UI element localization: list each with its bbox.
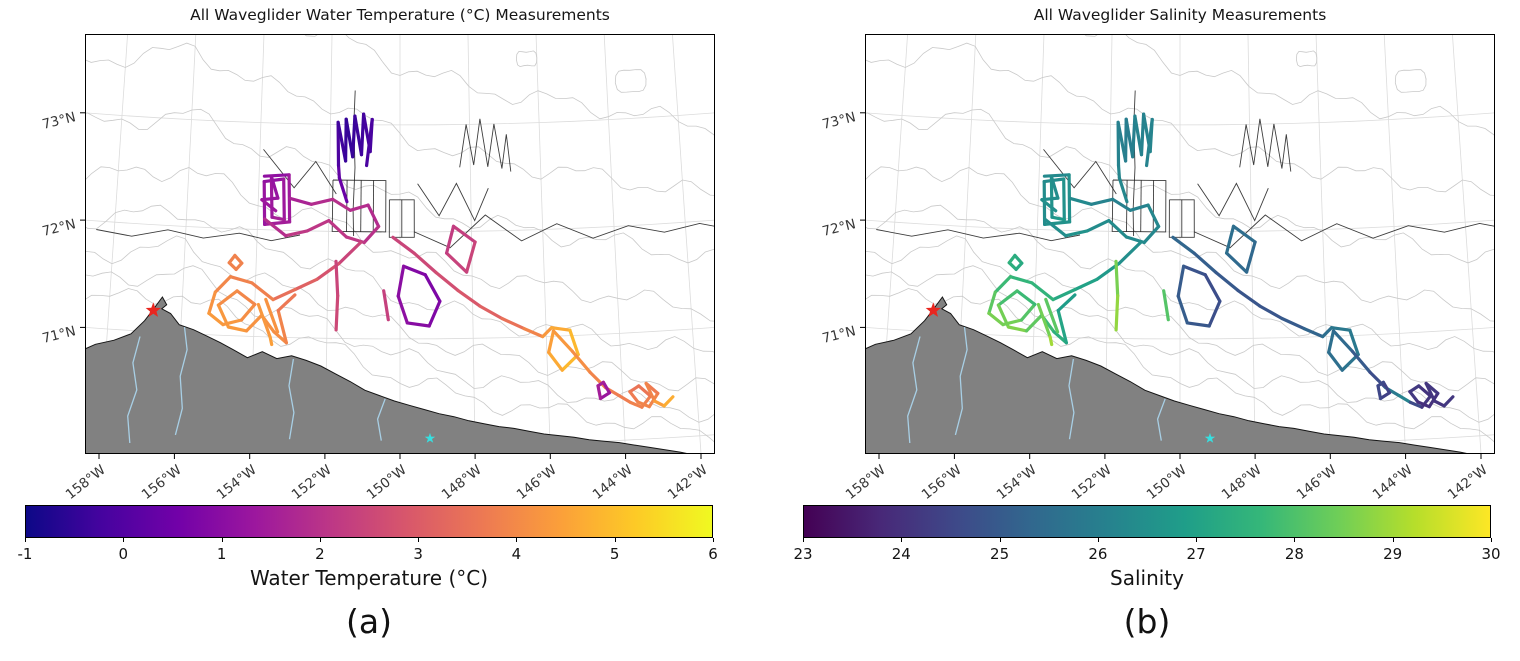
colorbar-tick	[418, 538, 420, 542]
lon-tick-label: 148°W	[438, 462, 485, 503]
salinity-colorbar	[803, 505, 1491, 538]
temperature-colorbar	[25, 505, 713, 538]
colorbar-tick-label: 26	[1088, 545, 1108, 563]
colorbar-tick	[901, 538, 903, 542]
colorbar-tick	[221, 538, 223, 542]
colorbar-tick	[999, 538, 1001, 542]
subfigure-label-b: (b)	[1123, 602, 1171, 641]
lon-tick-label: 152°W	[288, 462, 335, 503]
colorbar-tick-label: 28	[1284, 545, 1304, 563]
colorbar-tick-label: 23	[793, 545, 813, 563]
panel-b-title: All Waveglider Salinity Measurements	[1033, 6, 1327, 24]
colorbar-tick-label: 30	[1481, 545, 1501, 563]
lon-tick-label: 146°W	[1294, 462, 1341, 503]
subfigure-label-a: (a)	[346, 602, 392, 641]
colorbar-tick-label: 3	[413, 545, 423, 563]
panel-salinity-map: All Waveglider Salinity Measurements 73°…	[760, 0, 1520, 661]
river-mouth-marker	[424, 432, 436, 443]
graticule	[865, 34, 1495, 454]
colorbar-tick-label: -1	[17, 545, 33, 563]
lon-tick-label: 158°W	[842, 462, 889, 503]
lat-tick-label: 72°N	[40, 216, 78, 240]
lat-tick-label: 71°N	[40, 323, 78, 348]
temperature-map-canvas	[80, 34, 715, 459]
colorbar-tick-label: 6	[708, 545, 718, 563]
station-star-marker	[145, 302, 161, 317]
colorbar-tick-label: 24	[891, 545, 911, 563]
colorbar-tick-label: 5	[609, 545, 620, 563]
waveglider-tracks	[207, 112, 675, 409]
land-polygon	[85, 296, 692, 454]
colorbar-tick-label: 1	[216, 545, 227, 563]
colorbar-tick	[713, 538, 714, 542]
lon-tick-label: 156°W	[138, 462, 185, 503]
lon-tick-label: 156°W	[918, 462, 965, 503]
other-mission-tracks	[876, 90, 1495, 249]
colorbar-tick	[803, 538, 804, 542]
colorbar-tick	[319, 538, 321, 542]
other-mission-tracks	[96, 90, 715, 249]
lon-tick-label: 158°W	[62, 462, 109, 503]
lat-tick-label: 72°N	[820, 216, 858, 240]
station-star-marker	[925, 302, 941, 317]
lon-tick-label: 144°W	[1369, 462, 1416, 503]
rivers	[907, 327, 1166, 444]
colorbar-tick	[123, 538, 125, 542]
lat-tick-label: 71°N	[820, 323, 858, 348]
land-polygon	[865, 296, 1472, 454]
panel-a-title: All Waveglider Water Temperature (°C) Me…	[190, 6, 610, 24]
graticule	[85, 34, 715, 454]
colorbar-tick	[516, 538, 518, 542]
colorbar-tick	[614, 538, 616, 542]
lon-tick-label: 146°W	[514, 462, 561, 503]
colorbar-tick	[1392, 538, 1394, 542]
lon-tick-label: 152°W	[1068, 462, 1115, 503]
map-border	[85, 34, 715, 454]
colorbar-tick-label: 29	[1383, 545, 1403, 563]
lat-tick-label: 73°N	[820, 108, 858, 133]
lon-tick-label: 150°W	[363, 462, 410, 503]
lon-tick-label: 144°W	[589, 462, 636, 503]
waveglider-tracks	[987, 112, 1455, 409]
lon-tick-label: 148°W	[1218, 462, 1265, 503]
lon-tick-label: 142°W	[1444, 462, 1491, 503]
lat-tick-label: 73°N	[40, 108, 78, 133]
river-mouth-marker	[1204, 432, 1216, 443]
colorbar-tick-label: 25	[990, 545, 1010, 563]
lon-tick-label: 142°W	[664, 462, 711, 503]
rivers	[127, 327, 386, 444]
colorbar-tick	[1491, 538, 1492, 542]
lon-tick-label: 154°W	[213, 462, 260, 503]
colorbar-tick-label: 0	[118, 545, 129, 563]
colorbar-tick-label: 27	[1186, 545, 1206, 563]
lon-tick-label: 150°W	[1143, 462, 1190, 503]
colorbar-tick	[25, 538, 26, 542]
colorbar-tick	[1294, 538, 1296, 542]
map-border	[865, 34, 1495, 454]
temperature-colorbar-label: Water Temperature (°C)	[249, 566, 489, 590]
colorbar-tick-label: 2	[315, 545, 325, 563]
colorbar-tick	[1097, 538, 1099, 542]
colorbar-tick	[1196, 538, 1198, 542]
panel-temperature-map: All Waveglider Water Temperature (°C) Me…	[17, 6, 718, 641]
salinity-colorbar-label: Salinity	[1110, 566, 1184, 590]
colorbar-tick-label: 4	[511, 545, 522, 563]
salinity-map-canvas	[860, 34, 1495, 459]
lon-tick-label: 154°W	[993, 462, 1040, 503]
